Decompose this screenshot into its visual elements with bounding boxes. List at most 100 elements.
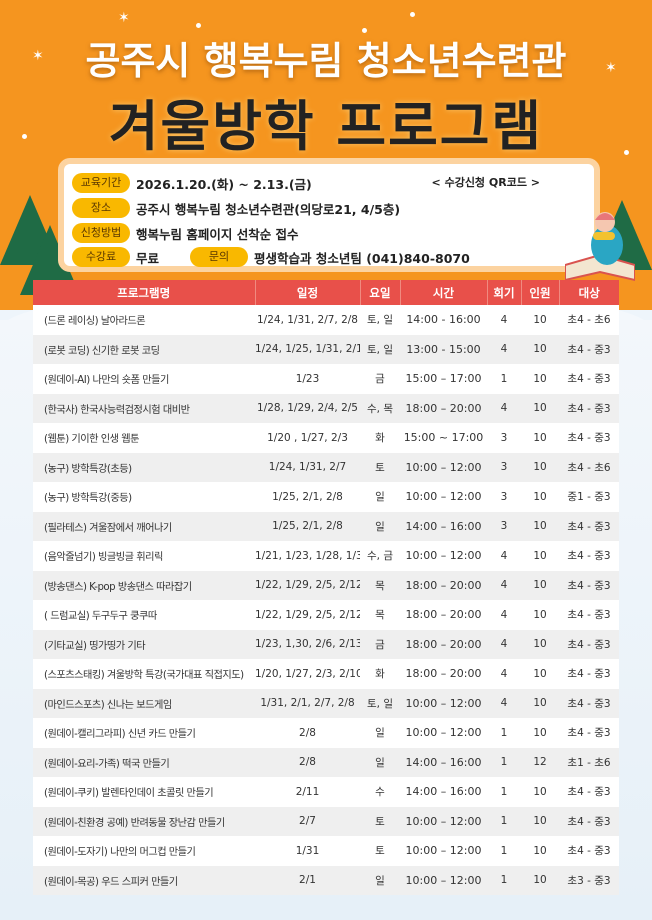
col-capacity-cell: 10 xyxy=(521,393,559,423)
col-target-cell: 초4 - 중3 xyxy=(559,806,619,836)
col-day-cell: 일 xyxy=(360,747,400,777)
fee-value: 무료 xyxy=(136,250,160,266)
fee-row: 수강료 무료 문의 평생학습과 청소년팀 (041)840-8070 xyxy=(72,246,470,268)
col-sessions-cell: 1 xyxy=(487,777,521,807)
col-capacity-cell: 10 xyxy=(521,452,559,482)
col-time-cell: 14:00 - 16:00 xyxy=(400,305,487,335)
star-icon: ✶ xyxy=(32,48,44,64)
col-sessions-cell: 4 xyxy=(487,541,521,571)
col-schedule-cell: 1/31 xyxy=(255,836,360,866)
col-program-cell: (원데이-친환경 공예) 반려동물 장난감 만들기 xyxy=(33,806,255,836)
col-day-cell: 금 xyxy=(360,364,400,394)
col-capacity-cell: 10 xyxy=(521,541,559,571)
col-sessions-cell: 3 xyxy=(487,423,521,453)
col-target-cell: 초4 - 중3 xyxy=(559,718,619,748)
col-time-cell: 18:00 – 20:00 xyxy=(400,600,487,630)
col-capacity-cell: 10 xyxy=(521,806,559,836)
col-target-cell: 초4 - 중3 xyxy=(559,629,619,659)
period-value: 2026.1.20.(화) ~ 2.13.(금) xyxy=(136,176,312,192)
col-schedule-header: 일정 xyxy=(254,280,360,305)
col-program-cell: (필라테스) 겨울잠에서 깨어나기 xyxy=(33,511,255,541)
col-schedule-cell: 2/7 xyxy=(255,806,360,836)
col-time-cell: 10:00 – 12:00 xyxy=(400,452,487,482)
col-time-cell: 18:00 – 20:00 xyxy=(400,570,487,600)
table-row: (원데이-쿠키) 발렌타인데이 초콜릿 만들기 2/11 수 14:00 – 16:0… xyxy=(33,777,619,807)
col-sessions-cell: 1 xyxy=(487,806,521,836)
table-row: ( 드럼교실) 두구두구 쿵쿠따 1/22, 1/29, 2/5, 2/12 목 18… xyxy=(33,600,619,630)
col-target-cell: 초4 - 중3 xyxy=(559,423,619,453)
col-sessions-cell: 1 xyxy=(487,747,521,777)
col-day-cell: 일 xyxy=(360,718,400,748)
col-capacity-cell: 10 xyxy=(521,600,559,630)
col-program-header: 프로그램명 xyxy=(33,280,255,305)
col-day-cell: 토 xyxy=(360,836,400,866)
col-schedule-cell: 2/8 xyxy=(255,718,360,748)
col-target-cell: 초4 - 중3 xyxy=(559,364,619,394)
col-schedule-cell: 1/28, 1/29, 2/4, 2/5 xyxy=(255,393,360,423)
col-day-cell: 일 xyxy=(360,482,400,512)
col-time-cell: 13:00 - 15:00 xyxy=(400,334,487,364)
col-schedule-cell: 1/23, 1,30, 2/6, 2/13 xyxy=(255,629,360,659)
col-schedule-cell: 1/23 xyxy=(255,364,360,394)
col-capacity-cell: 10 xyxy=(521,570,559,600)
snow-dot xyxy=(196,23,201,28)
reading-kid-illustration xyxy=(565,212,635,282)
col-target-cell: 초3 - 중3 xyxy=(559,865,619,895)
col-day-cell: 수, 금 xyxy=(360,541,400,571)
col-sessions-cell: 4 xyxy=(487,688,521,718)
col-schedule-cell: 1/25, 2/1, 2/8 xyxy=(255,511,360,541)
col-capacity-cell: 10 xyxy=(521,482,559,512)
col-day-cell: 토, 일 xyxy=(360,334,400,364)
star-icon: ✶ xyxy=(605,60,617,76)
col-capacity-cell: 10 xyxy=(521,305,559,335)
table-row: (드론 레이싱) 날아라드론 1/24, 1/31, 2/7, 2/8 토, 일 14… xyxy=(33,305,619,335)
col-program-cell: (로봇 코딩) 신기한 로봇 코딩 xyxy=(33,334,255,364)
col-schedule-cell: 2/11 xyxy=(255,777,360,807)
col-time-cell: 18:00 – 20:00 xyxy=(400,393,487,423)
table-row: (마인드스포츠) 신나는 보드게임 1/31, 2/1, 2/7, 2/8 토, 일… xyxy=(33,688,619,718)
col-schedule-cell: 1/20 , 1/27, 2/3 xyxy=(255,423,360,453)
col-time-cell: 10:00 – 12:00 xyxy=(400,482,487,512)
col-sessions-cell: 4 xyxy=(487,659,521,689)
snow-dot xyxy=(362,28,367,33)
table-row: (음악줄넘기) 빙글빙글 휘리릭 1/21, 1/23, 1/28, 1/30 수,… xyxy=(33,541,619,571)
col-day-cell: 토, 일 xyxy=(360,305,400,335)
col-capacity-cell: 10 xyxy=(521,629,559,659)
col-program-cell: (원데이-쿠키) 발렌타인데이 초콜릿 만들기 xyxy=(33,777,255,807)
col-target-cell: 중1 - 중3 xyxy=(559,482,619,512)
col-target-cell: 초4 - 중3 xyxy=(559,393,619,423)
col-target-cell: 초4 - 중3 xyxy=(559,541,619,571)
col-day-cell: 일 xyxy=(360,865,400,895)
col-capacity-cell: 10 xyxy=(521,777,559,807)
col-program-cell: (방송댄스) K-pop 방송댄스 따라잡기 xyxy=(33,570,255,600)
place-row: 장소 공주시 행복누림 청소년수련관(의당로21, 4/5층) xyxy=(72,197,400,219)
col-time-cell: 15:00 ~ 17:00 xyxy=(400,423,487,453)
col-schedule-cell: 2/8 xyxy=(255,747,360,777)
place-value: 공주시 행복누림 청소년수련관(의당로21, 4/5층) xyxy=(136,201,401,217)
program-table: 프로그램명 일정 요일 시간 회기 인원 대상 (드론 레이싱) 날아라드론 1/24, 1/… xyxy=(33,280,619,895)
col-day-cell: 목 xyxy=(360,600,400,630)
col-program-cell: (마인드스포츠) 신나는 보드게임 xyxy=(33,688,255,718)
col-schedule-cell: 1/24, 1/25, 1/31, 2/1 xyxy=(255,334,360,364)
col-time-cell: 15:00 – 17:00 xyxy=(400,364,487,394)
col-day-cell: 토 xyxy=(360,806,400,836)
table-row: (원데이-요리-가족) 떡국 만들기 2/8 일 14:00 – 16:00 1 12 초1… xyxy=(33,747,619,777)
col-schedule-cell: 1/21, 1/23, 1/28, 1/30 xyxy=(255,541,360,571)
col-time-cell: 10:00 – 12:00 xyxy=(400,718,487,748)
col-capacity-cell: 10 xyxy=(521,334,559,364)
col-target-cell: 초4 - 중3 xyxy=(559,511,619,541)
col-sessions-cell: 1 xyxy=(487,865,521,895)
col-time-cell: 14:00 – 16:00 xyxy=(400,747,487,777)
col-schedule-cell: 1/20, 1/27, 2/3, 2/10 xyxy=(255,659,360,689)
col-day-cell: 토, 일 xyxy=(360,688,400,718)
col-day-cell: 화 xyxy=(360,423,400,453)
period-row: 교육기간 2026.1.20.(화) ~ 2.13.(금) xyxy=(72,172,312,194)
col-capacity-cell: 10 xyxy=(521,718,559,748)
col-capacity-cell: 12 xyxy=(521,747,559,777)
col-day-cell: 토 xyxy=(360,452,400,482)
col-sessions-cell: 1 xyxy=(487,836,521,866)
col-sessions-cell: 1 xyxy=(487,364,521,394)
col-sessions-cell: 3 xyxy=(487,482,521,512)
col-program-cell: (원데이-요리-가족) 떡국 만들기 xyxy=(33,747,255,777)
title-line2: 겨울방학 프로그램 xyxy=(108,95,544,158)
